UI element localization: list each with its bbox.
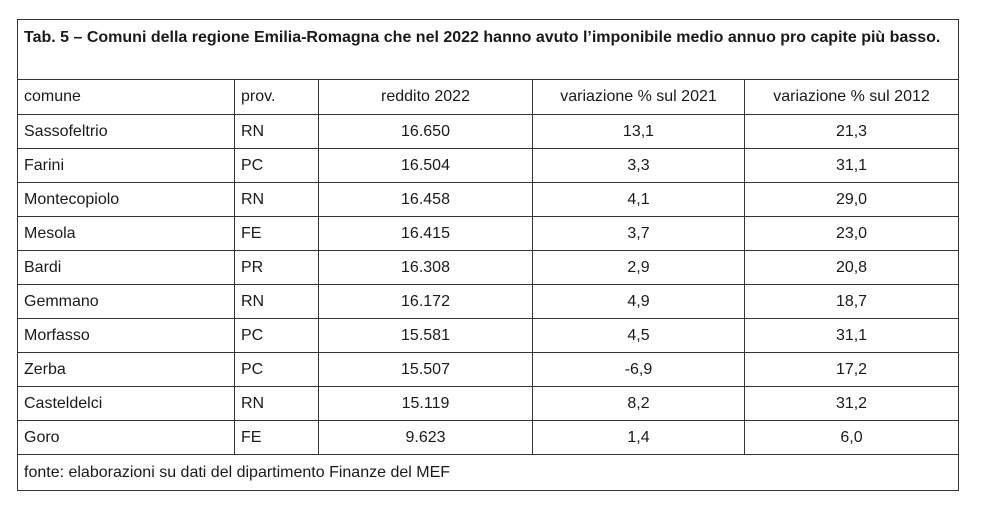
cell-variazione-2012: 21,3 [743, 114, 960, 149]
cell-prov: RN [234, 114, 319, 149]
cell-reddito-2022: 15.581 [318, 318, 533, 353]
cell-variazione-2021: 1,4 [532, 420, 745, 455]
table-row: Montecopiolo RN 16.458 4,1 29,0 [17, 182, 960, 217]
table-row: Casteldelci RN 15.119 8,2 31,2 [17, 386, 960, 421]
cell-variazione-2012: 29,0 [743, 182, 960, 217]
cell-prov: RN [234, 284, 319, 319]
cell-comune: Farini [17, 148, 235, 183]
header-variazione-2021: variazione % sul 2021 [532, 79, 745, 115]
header-prov: prov. [234, 79, 319, 115]
table-row: Bardi PR 16.308 2,9 20,8 [17, 250, 960, 285]
cell-variazione-2021: 3,7 [532, 216, 745, 251]
cell-variazione-2012: 23,0 [743, 216, 960, 251]
table-row: Gemmano RN 16.172 4,9 18,7 [17, 284, 960, 319]
cell-prov: FE [234, 420, 319, 455]
cell-comune: Morfasso [17, 318, 235, 353]
cell-variazione-2012: 18,7 [743, 284, 960, 319]
cell-reddito-2022: 16.504 [318, 148, 533, 183]
cell-comune: Zerba [17, 352, 235, 387]
cell-reddito-2022: 15.507 [318, 352, 533, 387]
cell-reddito-2022: 16.308 [318, 250, 533, 285]
cell-prov: PC [234, 148, 319, 183]
table-row: Morfasso PC 15.581 4,5 31,1 [17, 318, 960, 353]
cell-comune: Bardi [17, 250, 235, 285]
cell-variazione-2021: 2,9 [532, 250, 745, 285]
cell-variazione-2012: 31,2 [743, 386, 960, 421]
cell-reddito-2022: 16.458 [318, 182, 533, 217]
cell-prov: PR [234, 250, 319, 285]
cell-comune: Montecopiolo [17, 182, 235, 217]
cell-variazione-2021: 8,2 [532, 386, 745, 421]
cell-comune: Goro [17, 420, 235, 455]
cell-prov: RN [234, 182, 319, 217]
cell-variazione-2012: 31,1 [743, 148, 960, 183]
cell-variazione-2012: 17,2 [743, 352, 960, 387]
header-comune: comune [17, 79, 235, 115]
footer-row: fonte: elaborazioni su dati del dipartim… [16, 454, 960, 491]
cell-comune: Casteldelci [17, 386, 235, 421]
header-variazione-2012: variazione % sul 2012 [743, 79, 960, 115]
cell-variazione-2021: 4,9 [532, 284, 745, 319]
header-row: comune prov. reddito 2022 variazione % s… [17, 79, 960, 115]
cell-variazione-2021: -6,9 [532, 352, 745, 387]
cell-reddito-2022: 9.623 [318, 420, 533, 455]
cell-variazione-2021: 4,5 [532, 318, 745, 353]
cell-prov: PC [234, 352, 319, 387]
cell-prov: RN [234, 386, 319, 421]
table-row: Goro FE 9.623 1,4 6,0 [17, 420, 960, 455]
cell-comune: Gemmano [17, 284, 235, 319]
table-row: Farini PC 16.504 3,3 31,1 [17, 148, 960, 183]
table-title: Tab. 5 – Comuni della regione Emilia-Rom… [16, 19, 960, 80]
cell-prov: PC [234, 318, 319, 353]
header-reddito-2022: reddito 2022 [318, 79, 533, 115]
cell-variazione-2021: 13,1 [532, 114, 745, 149]
income-table-container: Tab. 5 – Comuni della regione Emilia-Rom… [16, 19, 960, 491]
cell-prov: FE [234, 216, 319, 251]
cell-variazione-2012: 20,8 [743, 250, 960, 285]
cell-comune: Sassofeltrio [17, 114, 235, 149]
cell-reddito-2022: 16.650 [318, 114, 533, 149]
table-row: Sassofeltrio RN 16.650 13,1 21,3 [17, 114, 960, 149]
cell-variazione-2021: 4,1 [532, 182, 745, 217]
cell-variazione-2021: 3,3 [532, 148, 745, 183]
table-row: Mesola FE 16.415 3,7 23,0 [17, 216, 960, 251]
cell-variazione-2012: 6,0 [743, 420, 960, 455]
table-row: Zerba PC 15.507 -6,9 17,2 [17, 352, 960, 387]
cell-comune: Mesola [17, 216, 235, 251]
cell-reddito-2022: 16.172 [318, 284, 533, 319]
cell-reddito-2022: 16.415 [318, 216, 533, 251]
income-table: Tab. 5 – Comuni della regione Emilia-Rom… [16, 19, 960, 491]
table-source-note: fonte: elaborazioni su dati del dipartim… [16, 454, 960, 491]
title-row: Tab. 5 – Comuni della regione Emilia-Rom… [16, 19, 960, 80]
cell-variazione-2012: 31,1 [743, 318, 960, 353]
cell-reddito-2022: 15.119 [318, 386, 533, 421]
